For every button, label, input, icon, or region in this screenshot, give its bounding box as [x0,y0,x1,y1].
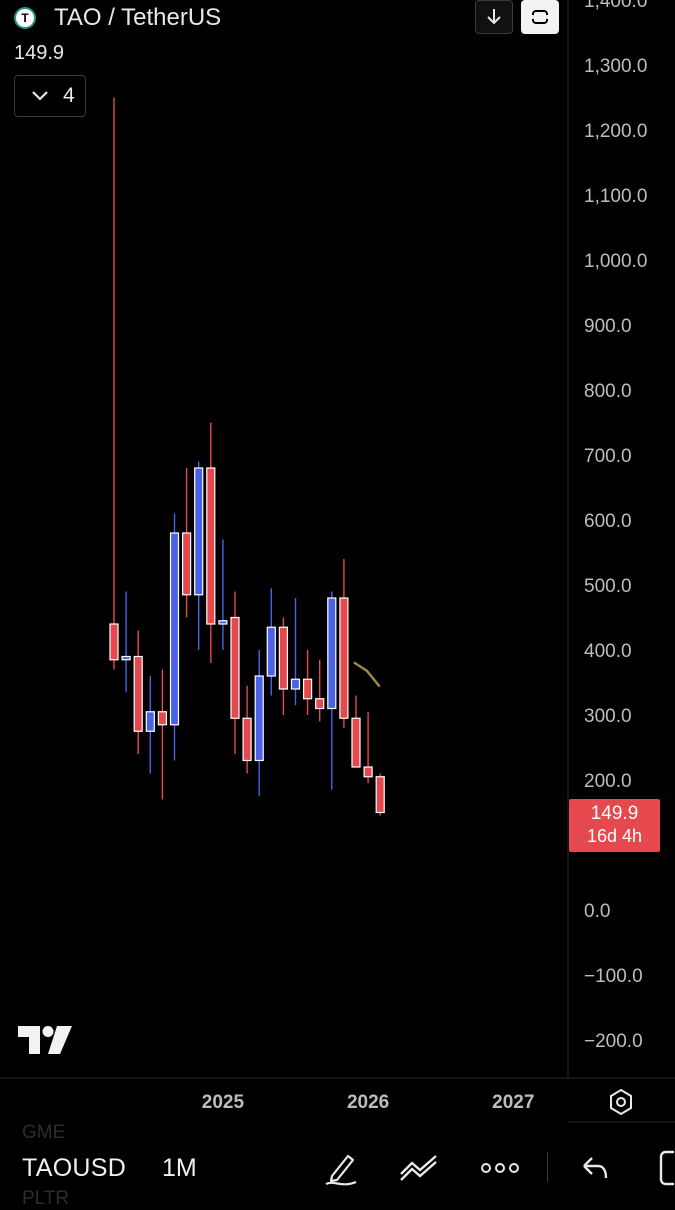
symbol-logo-letter: T [16,9,34,27]
candle [218,539,228,650]
chevron-down-icon [32,91,48,101]
drawing-tools-icon[interactable] [398,1148,440,1188]
y-tick-label: 1,000.0 [584,251,647,272]
fullscreen-icon [531,10,549,24]
current-price: 149.9 [590,803,639,824]
y-tick-label: 1,300.0 [584,56,647,77]
candle [278,617,288,715]
fullscreen-button[interactable] [521,0,559,34]
y-tick-label: −100.0 [584,966,643,987]
candle-body [290,678,301,690]
candle-body [145,711,155,732]
moving-average-layer [353,661,381,687]
x-axis[interactable]: 2025 2026 2027 [202,1092,535,1113]
candle [182,468,192,618]
y-tick-label: 500.0 [584,576,632,597]
candle [133,630,143,754]
candle [169,513,180,761]
candle-body [109,623,119,661]
candles-layer [109,97,385,816]
candle [109,97,119,670]
candle-body [121,655,131,661]
tradingview-logo-icon[interactable] [18,1026,72,1054]
y-tick-label: 700.0 [584,446,632,467]
candle [375,773,385,816]
y-tick-label: 1,400.0 [584,0,647,12]
candle-body [266,626,276,677]
last-price: 149.9 [14,42,65,64]
y-tick-label: 400.0 [584,641,632,662]
candle [363,711,373,784]
candle-body [327,597,337,710]
candle-body [182,532,192,596]
y-tick-label: 200.0 [584,771,632,792]
candle [121,591,131,693]
arrow-down-icon [487,9,501,25]
candle-body [254,675,264,762]
candle [194,461,204,650]
candle-body [206,467,216,625]
y-axis[interactable]: 1,400.0 1,300.0 1,200.0 1,100.0 1,000.0 900.0… [0,0,675,1123]
candle [290,598,301,706]
x-tick-label: 2026 [347,1092,389,1113]
fullscreen-icon[interactable] [654,1150,675,1186]
symbol-logo-icon: T [14,7,36,29]
candle-body [278,626,288,690]
candle-body [351,717,361,768]
current-price-label: 149.9 16d 4h [569,799,660,852]
candle [351,695,361,768]
candle-body [230,616,240,719]
candle-body [303,678,313,700]
candle [145,676,155,774]
candle-body [339,597,349,719]
symbol-selector[interactable]: TAOUSD [22,1154,127,1182]
ghost-symbol-above: GME [22,1122,66,1143]
pen-icon[interactable] [322,1148,360,1188]
candle-body [218,620,228,625]
candle [242,685,252,774]
x-tick-label: 2025 [202,1092,245,1113]
candle [230,591,240,754]
symbol-title[interactable]: TAO / TetherUS [54,4,222,31]
y-tick-label: 600.0 [584,511,632,532]
y-tick-label: 300.0 [584,706,632,727]
candle [327,591,337,790]
candle [206,422,216,663]
candle-body [375,776,385,814]
indicators-count: 4 [63,84,75,107]
y-tick-label: 0.0 [584,901,610,922]
candle [157,669,167,800]
candle-body [169,532,180,726]
moving-average-line [353,661,381,687]
toolbar-divider [547,1152,548,1182]
candle-body [157,711,167,726]
download-button[interactable] [475,0,513,34]
candle [339,559,349,728]
candle [254,650,264,797]
candle [266,588,276,696]
x-tick-label: 2027 [492,1092,534,1113]
y-tick-label: 1,100.0 [584,186,647,207]
y-tick-label: 900.0 [584,316,632,337]
candle [303,650,313,715]
candle-body [363,766,373,778]
candle-body [315,698,325,710]
candle-body [194,467,204,596]
candle [315,659,325,722]
candle-body [242,717,252,762]
ghost-symbol-below: PLTR [22,1188,70,1209]
y-tick-label: 800.0 [584,381,632,402]
y-tick-label: −200.0 [584,1031,643,1052]
candle-countdown: 16d 4h [586,826,643,846]
settings-icon[interactable] [606,1087,636,1117]
interval-selector[interactable]: 1M [162,1154,197,1182]
indicators-toggle-button[interactable]: 4 [14,75,86,117]
y-tick-label: 1,200.0 [584,121,647,142]
undo-icon[interactable] [578,1148,610,1188]
candle-body [133,655,143,732]
more-icon[interactable] [480,1158,520,1178]
